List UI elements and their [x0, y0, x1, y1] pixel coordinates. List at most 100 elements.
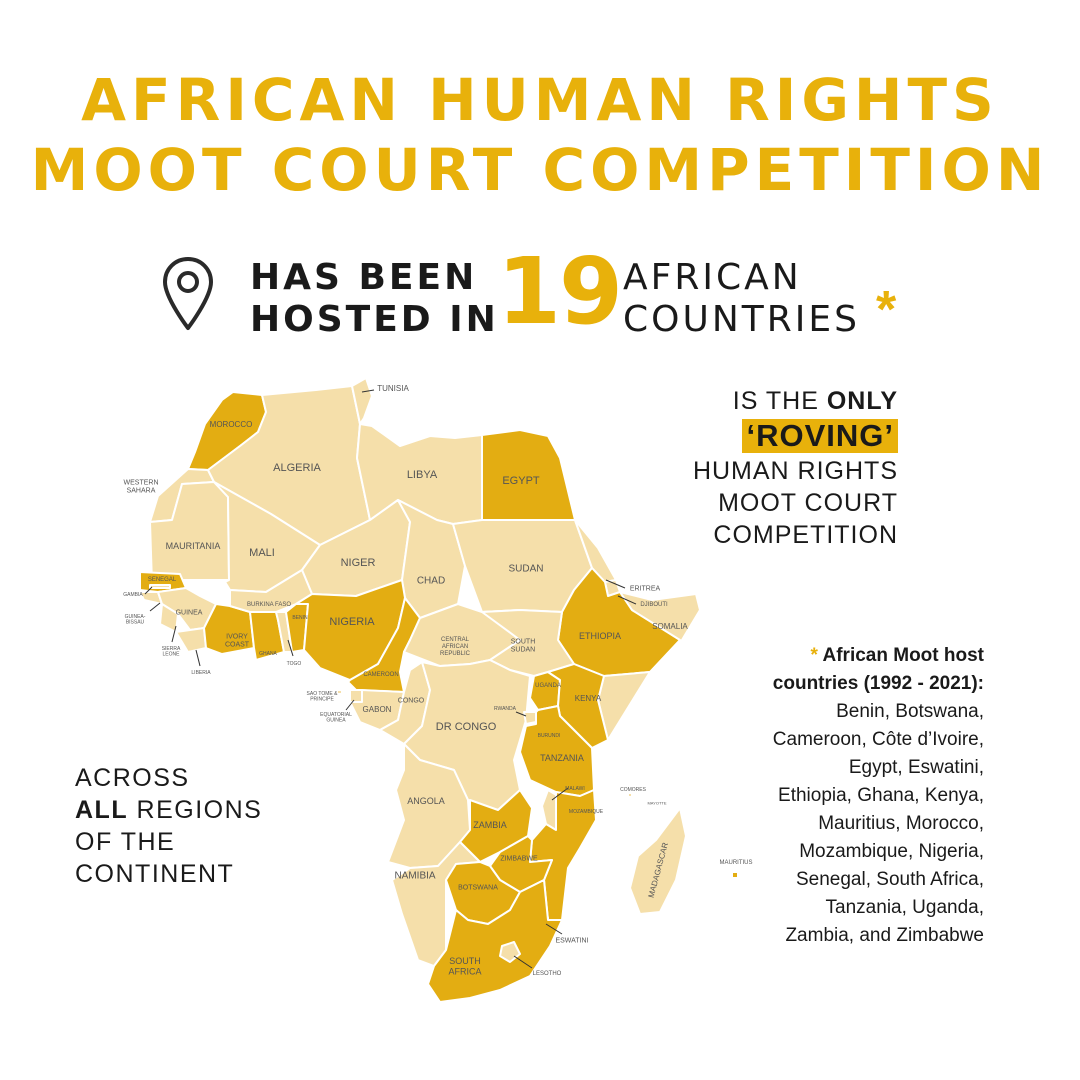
label-western-sahara: WESTERN SAHARA: [124, 479, 159, 494]
host-line: Egypt, Eswatini,: [848, 757, 984, 778]
label-togo: TOGO: [287, 661, 302, 667]
roving-line-3: HUMAN RIGHTS: [692, 457, 898, 485]
host-line: Ethiopia, Ghana, Kenya,: [778, 785, 984, 806]
label-egypt: EGYPT: [502, 475, 540, 487]
headline-number: 19: [497, 238, 623, 345]
label-guinea: GUINEA: [176, 609, 203, 616]
label-uganda: UGANDA: [535, 683, 561, 689]
roving-highlight: ‘ROVING’: [742, 419, 898, 453]
label-ghana: GHANA: [259, 651, 277, 657]
label-niger: NIGER: [341, 557, 376, 569]
country-liberia: [175, 627, 207, 653]
label-equatorial-guinea: EQUATORIAL GUINEA: [320, 712, 352, 724]
label-algeria: ALGERIA: [273, 462, 321, 474]
label-cameroon: CAMEROON: [363, 672, 398, 678]
country-mayotte: [649, 800, 653, 804]
leader-line-rwanda: [515, 711, 527, 717]
country-tunisia: [351, 377, 373, 425]
label-guinea-bissau: GUINEA-BISSAU: [125, 614, 146, 626]
label-djibouti: DJIBOUTI: [640, 602, 668, 608]
label-malawi: MALAWI: [565, 786, 585, 792]
headline-right-line-2: COUNTRIES: [623, 299, 860, 340]
label-sudan: SUDAN: [508, 564, 543, 575]
label-zambia: ZAMBIA: [473, 820, 507, 830]
headline-left: HAS BEEN HOSTED IN: [250, 257, 499, 341]
label-morocco: MOROCCO: [210, 420, 253, 429]
roving-statement: IS THE ONLY ‘ROVING’ HUMAN RIGHTS MOOT C…: [693, 385, 898, 551]
roving-line-1-pre: IS THE: [732, 387, 827, 415]
across-line-2-rest: REGIONS: [128, 796, 263, 824]
location-pin-icon: [163, 257, 213, 330]
label-mauritania: MAURITANIA: [166, 541, 221, 551]
country-gambia: [149, 584, 171, 589]
roving-line-5: COMPETITION: [713, 521, 898, 549]
label-dr-congo: DR CONGO: [436, 721, 497, 733]
across-all: ALL: [75, 796, 129, 824]
label-south-africa: SOUTH AFRICA: [448, 956, 481, 976]
label-burkina-faso: BURKINA FASO: [247, 602, 291, 608]
host-line: Tanzania, Uganda,: [825, 897, 984, 918]
headline-left-line-1: HAS BEEN: [250, 257, 478, 298]
leader-line-djibouti: [617, 595, 637, 605]
title-line-2: MOOT COURT COMPETITION: [30, 136, 1050, 204]
host-heading-2: countries (1992 - 2021):: [772, 673, 984, 694]
leader-line-equatorial-guinea: [345, 699, 355, 711]
label-benin: BENIN: [292, 615, 308, 621]
label-nigeria: NIGERIA: [329, 616, 375, 628]
label-kenya: KENYA: [575, 694, 602, 703]
label-rwanda: RWANDA: [494, 706, 517, 712]
label-tunisia: TUNISIA: [377, 384, 409, 393]
leader-line-liberia: [195, 649, 201, 667]
headline-left-line-2: HOSTED IN: [250, 299, 499, 340]
label-ivory-coast: IVORY COAST: [225, 633, 250, 648]
headline-asterisk: *: [876, 281, 897, 339]
label-somalia: SOMALIA: [652, 622, 688, 631]
label-congo: CONGO: [398, 697, 425, 704]
country-namibia: [391, 841, 481, 967]
leader-line-eritrea: [605, 579, 626, 589]
label-sao-tome-principe: SAO TOME & PRINCIPE: [307, 691, 339, 703]
across-line-3: OF THE: [75, 828, 176, 856]
title-line-1: AFRICAN HUMAN RIGHTS: [81, 66, 999, 134]
host-line: Senegal, South Africa,: [795, 869, 984, 890]
label-eswatini: ESWATINI: [555, 937, 588, 944]
host-line: Cameroon, Côte d’Ivoire,: [772, 729, 984, 750]
label-senegal: SENEGAL: [148, 577, 177, 583]
across-line-1: ACROSS: [75, 764, 190, 792]
label-comores: COMORES: [620, 787, 647, 793]
country-madagascar: [629, 807, 687, 915]
country-rwanda: [523, 711, 537, 725]
label-libya: LIBYA: [407, 469, 438, 481]
roving-line-4: MOOT COURT: [718, 489, 898, 517]
label-ethiopia: ETHIOPIA: [579, 631, 621, 641]
roving-only: ONLY: [826, 387, 898, 415]
label-eritrea: ERITREA: [630, 585, 661, 592]
label-tanzania: TANZANIA: [540, 753, 584, 763]
country-comores: [627, 792, 633, 798]
host-heading-1: African Moot host: [822, 645, 985, 666]
country-kenya: [547, 663, 609, 749]
country-togo: [275, 611, 293, 653]
label-zimbabwe: ZIMBABWE: [500, 855, 538, 862]
label-lesotho: LESOTHO: [533, 971, 562, 977]
label-mali: MALI: [249, 547, 275, 559]
label-mozambique: MOZAMBIQUE: [569, 809, 604, 815]
country-sao-tome-principe: [336, 689, 343, 695]
host-line: Zambia, and Zimbabwe: [785, 925, 984, 946]
leader-line-lesotho: [513, 955, 533, 969]
label-mauritius: MAURITIUS: [720, 860, 753, 866]
headline-right-line-1: AFRICAN: [623, 257, 802, 298]
label-mayotte: MAYOTTE: [647, 800, 666, 805]
leader-line-togo: [287, 639, 294, 657]
label-angola: ANGOLA: [407, 796, 445, 806]
leader-line-eswatini: [545, 923, 563, 935]
label-botswana: BOTSWANA: [458, 884, 498, 891]
label-chad: CHAD: [417, 576, 445, 587]
label-south-sudan: SOUTH SUDAN: [511, 638, 536, 653]
leader-line-gambia: [144, 586, 153, 595]
across-line-4: CONTINENT: [75, 860, 235, 888]
host-asterisk: *: [810, 645, 823, 666]
across-regions-statement: ACROSS ALL REGIONS OF THE CONTINENT: [75, 762, 262, 890]
leader-line-guinea-bissau: [149, 602, 161, 612]
